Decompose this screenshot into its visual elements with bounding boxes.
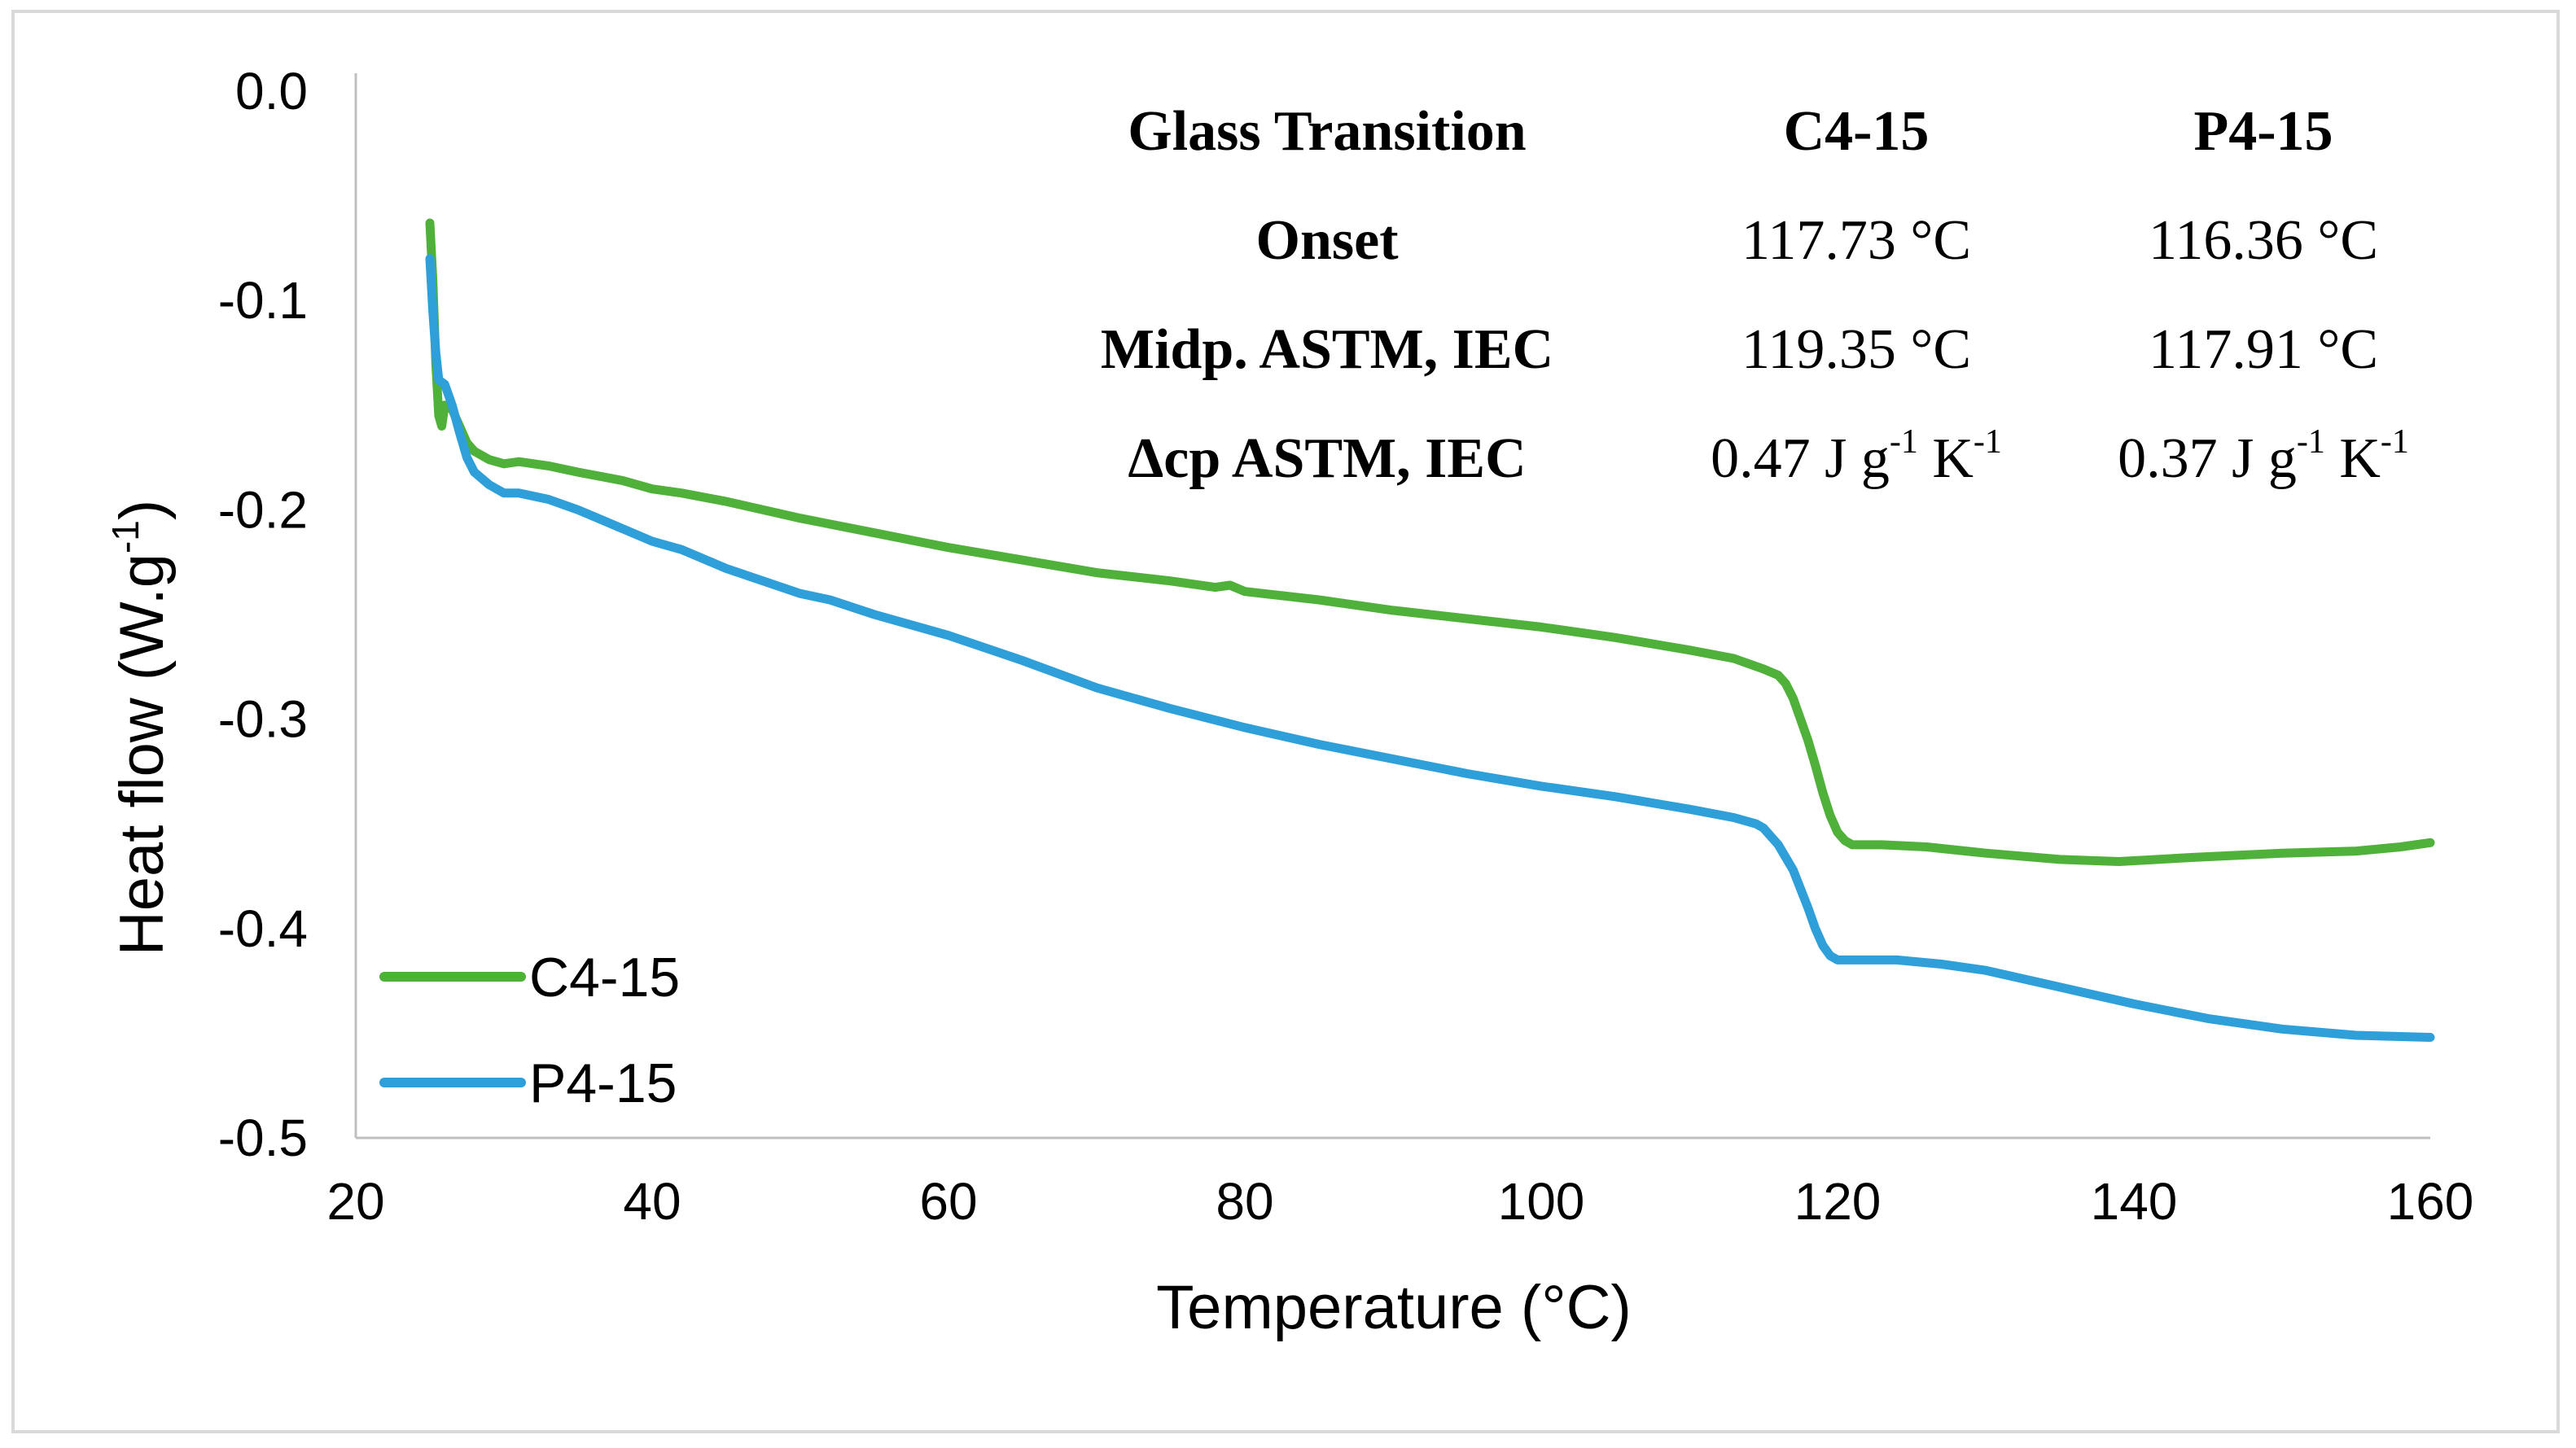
y-tick-label: -0.1 [218, 271, 308, 330]
glass-transition-table: Glass Transition C4-15 P4-15 Onset 117.7… [1001, 77, 2467, 514]
table-row-delta-cp: Δcp ASTM, IEC 0.47 J g-1 K-1 0.37 J g-1 … [1001, 405, 2467, 514]
x-tick-label: 60 [919, 1172, 977, 1231]
legend: C4-15 P4-15 [379, 947, 680, 1114]
series-line-p4-15 [425, 254, 2435, 1042]
y-axis-title: Heat flow (W.g-1) [104, 500, 177, 956]
y-tick-label: -0.2 [218, 480, 308, 539]
table-header-p4-15: P4-15 [2193, 100, 2333, 163]
onset-p4-15: 116.36 °C [2148, 209, 2379, 272]
row-label-onset: Onset [1255, 209, 1399, 272]
midpoint-p4-15: 117.91 °C [2148, 318, 2379, 381]
table-row-onset: Onset 117.73 °C 116.36 °C [1001, 186, 2467, 295]
onset-c4-15: 117.73 °C [1741, 209, 1972, 272]
y-tick-labels: 0.0 -0.1 -0.2 -0.3 -0.4 -0.5 [218, 62, 308, 1167]
y-tick-label: 0.0 [235, 62, 308, 120]
y-tick-label: -0.4 [218, 899, 308, 958]
delta-cp-c4-15: 0.47 J g-1 K-1 [1711, 423, 2002, 490]
x-tick-label: 80 [1216, 1172, 1273, 1231]
axes [354, 73, 2430, 1140]
figure-frame [11, 10, 2560, 1433]
midpoint-c4-15: 119.35 °C [1741, 318, 1972, 381]
y-tick-label: -0.5 [218, 1109, 308, 1167]
x-tick-labels: 20 40 60 80 100 120 140 160 [326, 1172, 2473, 1231]
table-header-glass-transition: Glass Transition [1128, 100, 1527, 163]
series-line-c4-15 [425, 218, 2435, 866]
table-header-c4-15: C4-15 [1783, 100, 1930, 163]
legend-label-c4-15: C4-15 [529, 947, 680, 1008]
delta-cp-p4-15: 0.37 J g-1 K-1 [2118, 423, 2409, 490]
x-tick-label: 20 [326, 1172, 384, 1231]
row-label-delta-cp: Δcp ASTM, IEC [1128, 427, 1527, 490]
x-tick-label: 160 [2387, 1172, 2474, 1231]
series-layer [425, 218, 2435, 1042]
row-label-midpoint: Midp. ASTM, IEC [1100, 318, 1554, 381]
x-tick-label: 100 [1498, 1172, 1585, 1231]
table-row-midpoint: Midp. ASTM, IEC 119.35 °C 117.91 °C [1001, 295, 2467, 405]
x-tick-label: 140 [2091, 1172, 2178, 1231]
y-tick-label: -0.3 [218, 690, 308, 749]
x-tick-label: 120 [1794, 1172, 1882, 1231]
x-tick-label: 40 [623, 1172, 681, 1231]
x-axis-title: Temperature (°C) [1156, 1273, 1632, 1342]
table-header-row: Glass Transition C4-15 P4-15 [1001, 77, 2467, 186]
legend-label-p4-15: P4-15 [529, 1052, 677, 1114]
